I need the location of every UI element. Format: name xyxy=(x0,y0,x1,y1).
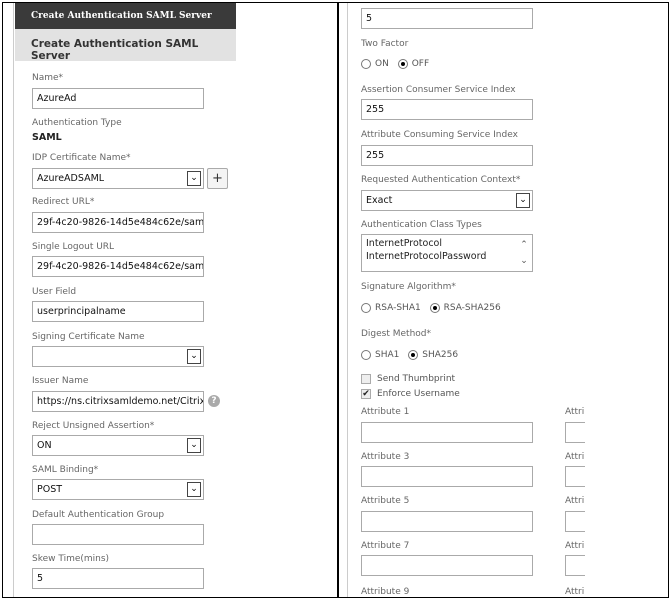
idp-cert-select[interactable]: AzureADSAML ⌄ xyxy=(32,168,204,189)
dialog-header: Create Authentication SAML Server xyxy=(15,3,236,29)
name-input[interactable]: AzureAd xyxy=(32,88,204,109)
left-panel: Create Authentication SAML Server Create… xyxy=(2,2,338,598)
two-factor-radio-group: ON OFF xyxy=(361,59,435,70)
skew-time-label: Skew Time(mins) xyxy=(32,554,110,564)
name-label: Name* xyxy=(32,73,64,83)
chevron-down-icon[interactable]: ⌄ xyxy=(187,482,201,497)
radio-label: RSA-SHA256 xyxy=(443,303,501,313)
attribute-even-input[interactable] xyxy=(565,466,585,487)
attribute-even-label: Attri xyxy=(565,587,585,597)
attribute-even-input[interactable] xyxy=(565,511,585,532)
enforce-username-row: ✔ Enforce Username xyxy=(361,389,466,400)
saml-binding-value: POST xyxy=(37,484,63,495)
attr-consuming-index-label: Attribute Consuming Service Index xyxy=(361,130,518,140)
list-item[interactable]: InternetProtocolPassword xyxy=(366,251,487,262)
logout-url-input[interactable]: 29f-4c20-9826-14d5e484c62e/saml2 xyxy=(32,256,204,277)
radio-rsa-sha256[interactable] xyxy=(429,303,440,313)
attribute-even-label: Attri xyxy=(565,541,585,551)
page-title: Create Authentication SAML Server xyxy=(15,29,236,62)
attribute-9-label: Attribute 9 xyxy=(361,587,410,597)
radio-label: SHA256 xyxy=(422,350,459,360)
list-item[interactable]: InternetProtocol xyxy=(366,238,443,249)
attribute-5-label: Attribute 5 xyxy=(361,496,410,506)
redirect-url-label: Redirect URL* xyxy=(32,197,95,207)
help-icon[interactable]: ? xyxy=(208,395,220,407)
radio-label: SHA1 xyxy=(375,350,400,360)
auth-class-types-listbox[interactable]: InternetProtocol InternetProtocolPasswor… xyxy=(361,234,533,272)
two-factor-label: Two Factor xyxy=(361,39,409,49)
radio-sha256[interactable] xyxy=(408,350,419,360)
issuer-name-label: Issuer Name xyxy=(32,376,89,386)
digest-method-radio-group: SHA1 SHA256 xyxy=(361,350,464,361)
attribute-even-input[interactable] xyxy=(565,422,585,443)
attribute-7-input[interactable] xyxy=(361,555,533,576)
signature-algorithm-label: Signature Algorithm* xyxy=(361,282,456,292)
scrollbar[interactable]: ⌃ ⌄ xyxy=(518,237,530,269)
reject-unsigned-value: ON xyxy=(37,440,52,451)
checkbox-label: Send Thumbprint xyxy=(377,374,456,384)
attribute-1-input[interactable] xyxy=(361,422,533,443)
user-field-label: User Field xyxy=(32,287,77,297)
enforce-username-checkbox[interactable]: ✔ xyxy=(361,389,371,399)
skew-time-input[interactable]: 5 xyxy=(32,568,204,589)
signing-cert-select[interactable]: ⌄ xyxy=(32,346,204,367)
radio-two-factor-off[interactable] xyxy=(397,59,408,69)
attribute-even-label: Attri xyxy=(565,407,585,417)
right-panel: 5 Two Factor ON OFF Assertion Consumer S… xyxy=(338,2,669,598)
saml-binding-label: SAML Binding* xyxy=(32,465,99,475)
chevron-down-icon[interactable]: ⌄ xyxy=(520,256,528,266)
panel-divider xyxy=(13,3,14,597)
attribute-3-label: Attribute 3 xyxy=(361,452,410,462)
attribute-5-input[interactable] xyxy=(361,511,533,532)
add-idp-cert-button[interactable]: + xyxy=(207,168,228,189)
digest-method-label: Digest Method* xyxy=(361,329,432,339)
user-field-input[interactable]: userprincipalname xyxy=(32,301,204,322)
chevron-down-icon[interactable]: ⌄ xyxy=(187,171,201,186)
req-auth-context-select[interactable]: Exact ⌄ xyxy=(361,190,533,211)
chevron-down-icon[interactable]: ⌄ xyxy=(187,438,201,453)
issuer-name-input[interactable]: https://ns.citrixsamldemo.net/Citrix/S xyxy=(32,391,204,412)
radio-rsa-sha1[interactable] xyxy=(361,303,371,313)
attribute-3-input[interactable] xyxy=(361,466,533,487)
attributes-right-column: Attri Attri Attri Attri Attri xyxy=(565,3,585,597)
acs-index-input[interactable]: 255 xyxy=(361,99,533,120)
logout-url-label: Single Logout URL xyxy=(32,242,115,252)
chevron-up-icon[interactable]: ⌃ xyxy=(520,240,528,250)
reject-unsigned-label: Reject Unsigned Assertion* xyxy=(32,421,155,431)
saml-binding-select[interactable]: POST ⌄ xyxy=(32,479,204,500)
chevron-down-icon[interactable]: ⌄ xyxy=(187,349,201,364)
req-auth-context-label: Requested Authentication Context* xyxy=(361,175,521,185)
req-auth-context-value: Exact xyxy=(366,195,393,206)
checkbox-label: Enforce Username xyxy=(377,389,460,399)
chevron-down-icon[interactable]: ⌄ xyxy=(516,193,530,208)
radio-label: OFF xyxy=(411,59,430,69)
acs-index-label: Assertion Consumer Service Index xyxy=(361,85,516,95)
radio-two-factor-on[interactable] xyxy=(361,59,371,69)
attribute-even-input[interactable] xyxy=(565,555,585,576)
radio-sha1[interactable] xyxy=(361,350,371,360)
auth-type-value: SAML xyxy=(32,132,62,143)
signing-cert-label: Signing Certificate Name xyxy=(32,332,145,342)
default-group-input[interactable] xyxy=(32,524,204,545)
send-thumbprint-checkbox[interactable] xyxy=(361,374,371,384)
signature-algorithm-radio-group: RSA-SHA1 RSA-SHA256 xyxy=(361,303,507,314)
auth-type-label: Authentication Type xyxy=(32,118,122,128)
redirect-url-input[interactable]: 29f-4c20-9826-14d5e484c62e/saml2 xyxy=(32,212,204,233)
idp-cert-value: AzureADSAML xyxy=(37,173,105,184)
attribute-even-label: Attri xyxy=(565,452,585,462)
panel-divider xyxy=(347,3,348,597)
reject-unsigned-select[interactable]: ON ⌄ xyxy=(32,435,204,456)
radio-label: RSA-SHA1 xyxy=(375,303,421,313)
attr-consuming-index-input[interactable]: 255 xyxy=(361,145,533,166)
idp-cert-label: IDP Certificate Name* xyxy=(32,153,131,163)
attribute-7-label: Attribute 7 xyxy=(361,541,410,551)
auth-class-types-label: Authentication Class Types xyxy=(361,220,482,230)
attribute-1-label: Attribute 1 xyxy=(361,407,410,417)
radio-label: ON xyxy=(375,59,389,69)
send-thumbprint-row: Send Thumbprint xyxy=(361,374,461,385)
attribute-even-label: Attri xyxy=(565,496,585,506)
skew-time-input-continued[interactable]: 5 xyxy=(361,8,533,29)
default-group-label: Default Authentication Group xyxy=(32,510,165,520)
